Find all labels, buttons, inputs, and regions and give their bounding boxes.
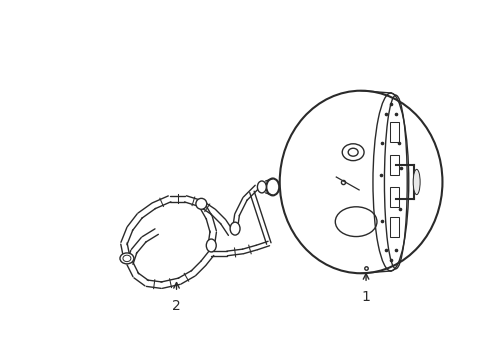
- Text: 2: 2: [172, 299, 181, 313]
- Ellipse shape: [122, 255, 131, 262]
- Ellipse shape: [412, 169, 419, 195]
- Ellipse shape: [120, 253, 134, 264]
- Ellipse shape: [257, 181, 266, 193]
- Text: 1: 1: [361, 290, 370, 304]
- Ellipse shape: [230, 222, 240, 235]
- Bar: [389, 187, 398, 207]
- Ellipse shape: [206, 239, 216, 252]
- Ellipse shape: [266, 179, 279, 195]
- Bar: [389, 217, 398, 237]
- Circle shape: [196, 198, 206, 209]
- Bar: [389, 122, 398, 142]
- Bar: [389, 155, 398, 175]
